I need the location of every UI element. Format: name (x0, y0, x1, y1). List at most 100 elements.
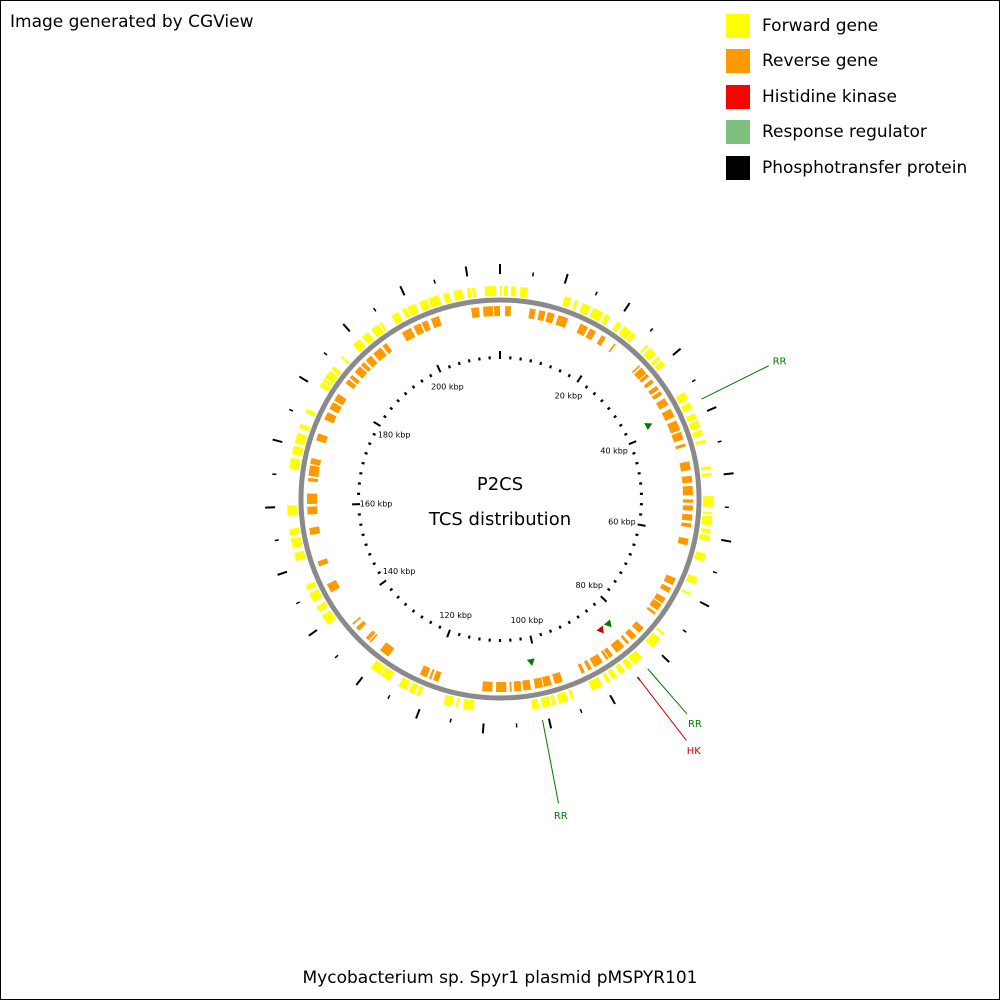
forward-gene (442, 292, 452, 304)
scale-label: 60 kbp (608, 518, 636, 527)
scale-tick (548, 365, 553, 369)
reverse-gene (334, 393, 347, 406)
scale-tick (364, 543, 368, 547)
forward-gene (391, 311, 403, 325)
phosphotransfer-protein-swatch (726, 155, 750, 180)
scale-tick (411, 385, 416, 389)
reverse-gene (631, 621, 644, 633)
scale-tick (359, 523, 363, 527)
outer-tick (594, 291, 598, 296)
scale-tick (558, 369, 562, 373)
reverse-gene (541, 675, 552, 687)
reverse-gene (545, 312, 555, 324)
scale-tick (457, 632, 461, 637)
forward-gene (578, 302, 591, 316)
reverse-gene (345, 379, 357, 390)
outer-tick (277, 570, 288, 576)
feature-leader-line (541, 719, 560, 804)
scale-tick (576, 375, 583, 383)
scale-tick (576, 615, 580, 619)
scale-tick (637, 471, 641, 475)
forward-gene (639, 344, 649, 354)
forward-gene (701, 472, 712, 477)
forward-gene (361, 331, 375, 345)
reverse-gene (656, 398, 669, 410)
outer-tick (274, 539, 279, 542)
forward-gene (700, 527, 711, 534)
forward-gene (294, 550, 306, 562)
outer-tick (649, 327, 654, 332)
reverse-gene (653, 593, 666, 604)
forward-gene (702, 496, 713, 508)
reverse-gene (681, 513, 693, 521)
feature-label: HK (687, 746, 702, 757)
forward-gene (642, 347, 656, 361)
reverse-gene (583, 659, 592, 671)
forward-gene (503, 286, 509, 297)
scale-tick (457, 361, 461, 366)
forward-gene (510, 286, 517, 297)
scale-label: 100 kbp (511, 616, 544, 625)
scale-tick (379, 579, 387, 586)
feature-label: RR (773, 356, 787, 367)
outer-tick (464, 266, 469, 277)
scale-label: 80 kbp (576, 581, 604, 590)
histidine-kinase-swatch (726, 84, 750, 109)
outer-tick (721, 538, 732, 543)
scale-tick (567, 620, 571, 625)
legend-label: Reverse gene (762, 51, 879, 72)
outer-tick (481, 723, 485, 734)
forward-gene (685, 573, 698, 585)
reverse-gene (600, 650, 609, 660)
legend-label: Histidine kinase (762, 86, 897, 107)
reverse-gene (620, 634, 630, 645)
scale-label: 140 kbp (383, 567, 416, 576)
forward-gene (466, 288, 472, 299)
reverse-gene (382, 342, 393, 354)
feature-leader-line (647, 668, 688, 715)
scale-tick (635, 533, 639, 537)
reverse-gene (509, 681, 512, 692)
response-regulator-marker (526, 658, 535, 666)
scale-tick (558, 625, 562, 629)
forward-gene (289, 457, 301, 470)
forward-gene (321, 610, 337, 625)
forward-gene (316, 601, 328, 612)
scale-tick (429, 620, 433, 625)
forward-gene (602, 672, 611, 683)
forward-gene (654, 360, 666, 372)
outer-tick (623, 302, 631, 312)
reverse-gene (646, 606, 656, 615)
outer-tick (661, 654, 670, 663)
outer-tick (579, 708, 583, 714)
outer-tick (433, 279, 436, 284)
forward-gene (691, 429, 704, 439)
scale-tick (372, 562, 376, 566)
forward-gene (453, 289, 464, 301)
forward-gene (600, 314, 611, 326)
scale-tick (396, 595, 400, 600)
scale-tick (567, 373, 571, 378)
tcs-feature-markers: RR RR HK RR (526, 356, 787, 822)
reverse-gene (329, 402, 342, 414)
scale-tick (584, 609, 589, 613)
scale-tick (529, 359, 533, 363)
forward-gene (550, 694, 557, 706)
reverse-gene (361, 362, 371, 373)
scale-tick (539, 361, 543, 366)
forward-gene (685, 412, 698, 423)
forward-gene (443, 694, 455, 707)
forward-gene (299, 423, 311, 432)
scale-tick (396, 398, 400, 403)
scale-tick (467, 359, 471, 363)
outer-tick (672, 347, 682, 356)
forward-gene (406, 303, 419, 317)
scale-tick (592, 602, 597, 607)
forward-gene (309, 589, 323, 603)
legend-item-response-regulator: Response regulator (726, 115, 967, 151)
reverse-gene (352, 616, 362, 625)
reverse-gene (317, 558, 329, 567)
outer-tick (298, 375, 309, 383)
scale-label: 40 kbp (600, 447, 628, 456)
